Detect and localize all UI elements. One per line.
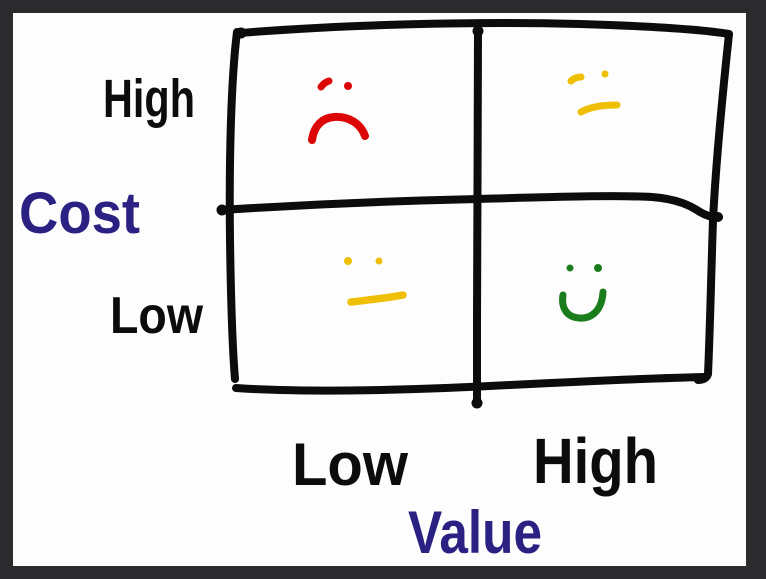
vertical-divider-bottom-blob <box>471 397 483 409</box>
horizontal-divider-right-blob <box>713 212 723 222</box>
whiteboard-canvas <box>13 13 746 566</box>
happy-face-right-eye <box>594 264 602 272</box>
happy-face-smile <box>559 288 607 322</box>
sad-face-left-eye <box>317 77 333 91</box>
neutral-top-face-right-eye <box>601 70 609 78</box>
value-axis-high-label: High <box>533 425 658 497</box>
grid-vertical-divider <box>472 27 482 407</box>
value-axis-title: Value <box>408 499 542 566</box>
grid-corner-blob <box>235 27 247 39</box>
neutral-bottom-face-mouth <box>347 291 407 306</box>
quadrant-face-neutral-bottom <box>344 257 407 306</box>
neutral-top-face-left-eye <box>567 73 585 85</box>
grid-horizontal-divider <box>217 192 723 222</box>
grid-bottom-edge <box>232 373 710 395</box>
cost-axis-low-label: Low <box>110 287 203 345</box>
neutral-top-face-mouth <box>577 101 621 116</box>
cost-axis-title: Cost <box>19 181 140 246</box>
matrix-grid <box>216 19 733 409</box>
quadrant-face-neutral-top <box>567 70 621 116</box>
quadrant-face-happy <box>559 264 607 322</box>
grid-top-edge <box>236 19 733 38</box>
horizontal-divider-left-blob <box>216 204 228 216</box>
quadrant-face-sad <box>308 77 369 144</box>
vertical-divider-top-blob <box>472 25 484 37</box>
grid-right-edge <box>694 30 733 384</box>
cost-axis-high-label: High <box>103 69 195 129</box>
neutral-bottom-face-left-eye <box>344 257 352 265</box>
sad-face-right-eye <box>344 82 352 90</box>
axis-labels: High Cost Low Low High Value <box>19 69 658 566</box>
grid-left-edge <box>225 28 241 383</box>
neutral-bottom-face-right-eye <box>375 257 383 265</box>
happy-face-left-eye <box>566 264 574 272</box>
value-axis-low-label: Low <box>292 431 408 498</box>
sad-face-frown <box>308 112 369 144</box>
